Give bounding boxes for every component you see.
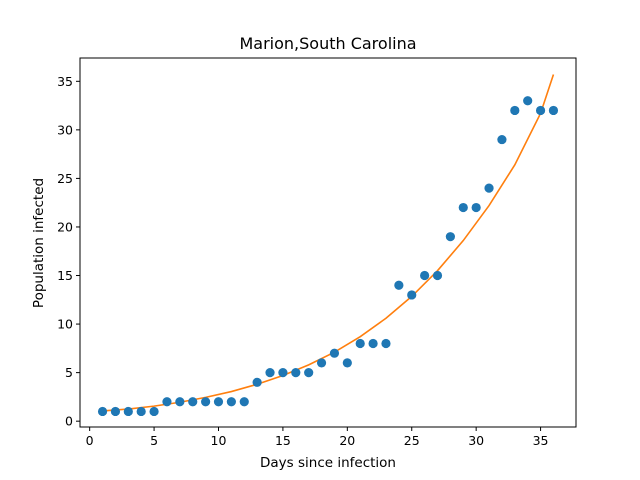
y-axis-label: Population infected (31, 178, 47, 308)
x-tick-label: 10 (211, 433, 227, 448)
y-tick-label: 20 (57, 219, 73, 234)
fit-curve-line (102, 74, 555, 412)
data-point (136, 406, 146, 417)
y-tick-label: 25 (57, 171, 73, 186)
data-point (484, 183, 494, 193)
x-tick-label: 25 (404, 433, 420, 448)
y-tick-label: 30 (57, 122, 73, 137)
data-point (523, 96, 533, 106)
data-point (175, 397, 185, 407)
data-point (381, 338, 391, 349)
data-point (201, 397, 211, 407)
data-point (355, 338, 365, 349)
data-point (510, 105, 520, 116)
data-point (342, 358, 352, 368)
data-point (239, 397, 249, 407)
data-point (471, 202, 481, 213)
data-point (432, 270, 443, 281)
y-tick-label: 5 (65, 365, 73, 380)
data-point (123, 406, 133, 417)
chart-title: Marion,South Carolina (239, 34, 416, 53)
x-tick-label: 30 (468, 433, 484, 448)
y-tick-label: 15 (57, 268, 73, 283)
data-point (316, 358, 327, 368)
data-point (265, 368, 275, 378)
data-point (535, 105, 546, 116)
x-tick-label: 20 (339, 433, 355, 448)
data-point (407, 290, 417, 300)
x-tick-label: 15 (275, 433, 291, 448)
data-point (149, 406, 159, 417)
data-point (252, 377, 262, 387)
x-axis-label: Days since infection (260, 455, 396, 471)
y-tick-label: 0 (65, 414, 73, 429)
data-point (420, 270, 430, 281)
y-tick-label: 10 (57, 317, 73, 332)
data-point (188, 397, 198, 407)
x-tick-label: 5 (150, 433, 158, 448)
y-tick-label: 35 (57, 74, 73, 89)
data-point (394, 280, 404, 290)
plot-area-frame (79, 57, 577, 428)
data-point (329, 348, 340, 358)
data-point (548, 105, 559, 116)
data-point (497, 134, 507, 145)
data-point (368, 338, 378, 349)
data-point (291, 368, 301, 378)
data-point (278, 368, 288, 378)
x-tick-label: 35 (533, 433, 549, 448)
data-point (445, 232, 455, 242)
x-tick-label: 0 (86, 433, 94, 448)
data-point (97, 406, 108, 417)
data-point (226, 397, 236, 407)
data-point (162, 397, 172, 407)
data-point (213, 397, 224, 407)
data-point (110, 406, 121, 417)
data-point (304, 368, 314, 378)
data-point (458, 202, 468, 213)
